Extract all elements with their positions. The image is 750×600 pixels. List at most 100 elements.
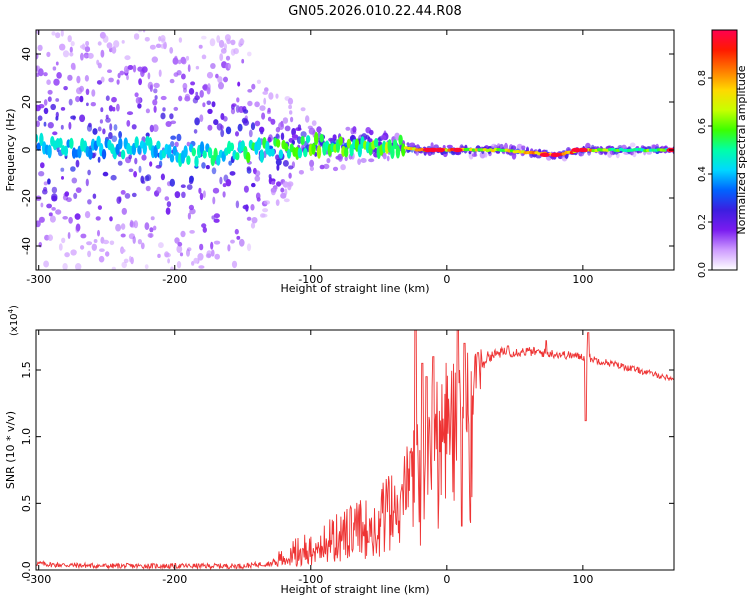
snr-y-multiplier-close: ) [9, 305, 20, 309]
snr-y-tick-label: 1.5 [20, 361, 33, 379]
spectrogram-cell [262, 208, 269, 213]
spectrogram-cell [97, 156, 101, 163]
spectrogram-cell [121, 40, 125, 44]
spectrogram-cell [169, 178, 175, 187]
spectrogram-cell [99, 119, 103, 124]
spectrogram-cell [180, 230, 186, 238]
spectrogram-cell [47, 122, 54, 129]
spectrogram-cell [144, 37, 150, 42]
spectrogram-cell [40, 202, 44, 208]
spectrogram-core-cell [395, 145, 401, 159]
spectrogram-cell [174, 191, 181, 199]
spectrogram-cell [311, 120, 317, 126]
spectrogram-cell [167, 258, 171, 264]
spectrogram-cell [160, 95, 167, 101]
spectrogram-cell [220, 48, 227, 54]
spectrogram-cell [137, 103, 142, 109]
spectrogram-core-cell [305, 135, 311, 144]
colorbar-label: Normalized spectral amplitude [735, 65, 748, 234]
spectrogram-cell [210, 63, 216, 69]
spectrogram-cell [181, 58, 187, 65]
spectrogram-cell [382, 152, 387, 160]
spectrogram-cell [210, 241, 214, 250]
spectrogram-x-axis-label: Height of straight line (km) [280, 282, 429, 295]
spectrogram-cell [66, 197, 72, 203]
spectrogram-cell [61, 237, 66, 244]
spectrogram-cell [305, 115, 310, 123]
colorbar-tick-label: 0.6 [697, 118, 708, 134]
snr-line [36, 330, 674, 570]
spectrogram-cell [147, 81, 154, 90]
spectrogram-cell [144, 175, 150, 182]
snr-x-tick-label: -200 [162, 573, 187, 586]
spectrogram-cell [222, 191, 226, 198]
spectrogram-y-tick-label: -20 [20, 189, 33, 207]
spectrogram-cell [108, 105, 113, 112]
spectrogram-cell [188, 88, 195, 95]
spectrogram-core-cell [169, 153, 175, 163]
spectrogram-cell [153, 105, 157, 113]
spectrogram-cell [102, 35, 109, 43]
spectrogram-cell [90, 102, 97, 107]
spectrogram-cell [85, 178, 89, 187]
spectrogram-cell [369, 129, 374, 136]
spectrogram-cell [121, 207, 128, 215]
spectrogram-core-cell [303, 147, 308, 158]
spectrogram-cell [154, 95, 158, 100]
colorbar-tick-label: 0.0 [697, 262, 708, 278]
spectrogram-cell [67, 35, 72, 43]
spectrogram-cell [230, 39, 236, 46]
spectrogram-cell [115, 223, 122, 232]
spectrogram-cell [181, 191, 186, 198]
spectrogram-cell [212, 187, 220, 194]
spectrogram-core-cell [96, 135, 101, 147]
spectrogram-cell [100, 107, 104, 113]
spectrogram-cell [124, 55, 131, 61]
spectrogram-cell [179, 252, 184, 257]
spectrogram-cell [100, 49, 105, 58]
spectrogram-x-tick-label: -100 [298, 273, 323, 286]
spectrogram-cell [43, 186, 48, 192]
spectrogram-cell [62, 50, 70, 58]
spectrogram-cell [170, 120, 177, 125]
spectrogram-cell [287, 181, 294, 187]
spectrogram-cell [75, 223, 81, 232]
spectrogram-cell [68, 121, 72, 130]
spectrogram-cell [340, 164, 346, 171]
spectrogram-cell [182, 82, 188, 90]
spectrogram-cell [225, 179, 232, 187]
spectrogram-cell [202, 102, 206, 108]
spectrogram-y-axis: -40 -20 0 20 40 [20, 47, 674, 255]
spectrogram-cell [162, 107, 166, 112]
spectrogram-cell [297, 124, 302, 131]
spectrogram-core-cell [199, 141, 205, 155]
spectrogram-cell [275, 199, 280, 207]
spectrogram-cell [173, 106, 179, 111]
spectrogram-cell [386, 155, 390, 162]
spectrogram-cell [128, 168, 134, 173]
spectrogram-cell [186, 249, 190, 257]
spectrogram-cell [63, 86, 68, 91]
spectrogram-cell [247, 100, 253, 107]
spectrogram-cell [137, 30, 143, 33]
spectrogram-cell [298, 170, 304, 175]
spectrogram-cell [151, 56, 158, 63]
spectrogram-cell [118, 131, 122, 139]
spectrogram-cell [190, 81, 196, 86]
spectrogram-cell [131, 124, 137, 130]
spectrogram-core-cell [194, 155, 199, 168]
spectrogram-cell [164, 251, 170, 258]
spectrogram-cell [201, 162, 206, 169]
spectrogram-cell [70, 41, 75, 47]
spectrogram-x-axis: -300 -200 -100 0 100 [26, 30, 593, 286]
spectrogram-x-tick-label: -300 [26, 273, 51, 286]
spectrogram-cell [201, 223, 207, 228]
spectrogram-cell [93, 152, 97, 156]
spectrogram-cell [49, 215, 56, 223]
spectrogram-cell [120, 190, 126, 195]
spectrogram-cell [272, 186, 278, 191]
spectrogram-cell [55, 61, 59, 66]
spectrogram-cell [174, 141, 179, 148]
spectrogram-core-cell [134, 136, 139, 149]
spectrogram-cell [368, 158, 375, 163]
